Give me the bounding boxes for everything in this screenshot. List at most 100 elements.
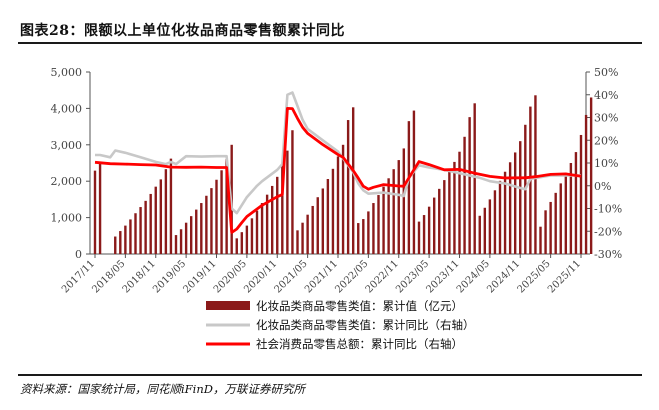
bar	[164, 169, 168, 254]
bar	[397, 160, 400, 254]
bar	[407, 121, 411, 254]
y-right-tick-label: 50%	[594, 66, 618, 79]
y-right-tick-label: -20%	[594, 225, 622, 238]
y-right-tick-label: 40%	[594, 89, 618, 102]
bar	[498, 180, 502, 254]
bar	[98, 163, 102, 254]
bar	[336, 156, 340, 254]
bar	[144, 200, 147, 254]
bar	[200, 203, 203, 254]
bar	[362, 219, 365, 254]
bar	[346, 120, 350, 254]
bar	[503, 171, 507, 254]
bar	[276, 176, 279, 254]
bar	[508, 162, 512, 254]
bar	[427, 206, 431, 254]
y-right-tick-label: 20%	[594, 134, 618, 147]
bar	[554, 192, 557, 254]
y-left-tick-label: 5,000	[51, 66, 83, 79]
bar	[331, 168, 335, 254]
bar	[195, 209, 198, 254]
bar	[169, 158, 173, 254]
bar	[579, 134, 583, 254]
bar	[321, 188, 325, 254]
bar	[316, 197, 319, 254]
bar	[493, 190, 497, 254]
bar	[448, 171, 451, 254]
y-right-tick-label: 30%	[594, 112, 618, 125]
bar	[93, 170, 97, 254]
chart-title: 图表28：限额以上单位化妆品商品零售额累计同比	[20, 23, 345, 39]
bar	[564, 173, 568, 254]
y-left-tick-label: 0	[75, 248, 82, 261]
bar	[422, 215, 426, 254]
chart-area: 5,000 4,000 3,000 2,000 1,000 0 50% 40% 30% 20% 10…	[18, 48, 642, 368]
bar	[149, 193, 152, 254]
series-line-retail-yoy	[94, 107, 582, 234]
bar	[114, 236, 117, 254]
chart-svg: 5,000 4,000 3,000 2,000 1,000 0 50% 40% 30% 20% 10…	[51, 66, 623, 351]
bar	[438, 188, 441, 254]
bar	[574, 152, 578, 254]
bar	[301, 222, 304, 254]
y-left-tick-label: 1,000	[51, 212, 83, 225]
bar	[205, 195, 208, 254]
bar	[488, 199, 492, 254]
bar	[265, 194, 269, 254]
bar	[417, 221, 421, 254]
bar	[432, 197, 436, 254]
bar	[372, 203, 375, 254]
bar	[473, 103, 476, 254]
bar	[286, 150, 289, 254]
bar	[255, 210, 259, 254]
bar	[189, 216, 193, 254]
bar	[220, 170, 223, 254]
bar	[311, 205, 314, 254]
lines-group	[94, 91, 582, 234]
bar	[270, 185, 274, 254]
bar	[250, 218, 254, 254]
bar	[402, 148, 406, 254]
y-right-tick-label: -10%	[594, 203, 622, 216]
bar	[154, 186, 157, 254]
bar	[519, 141, 522, 254]
bar	[468, 117, 471, 254]
bar	[306, 214, 309, 254]
legend-label: 化妆品类商品零售类值：累计值（亿元）	[256, 299, 463, 313]
bar	[569, 163, 573, 254]
bar	[382, 186, 385, 254]
bar	[225, 158, 228, 254]
bar	[119, 231, 122, 254]
bar	[260, 203, 264, 254]
y-right-tick-label: 0%	[594, 180, 611, 193]
bar	[281, 164, 284, 254]
bar	[483, 207, 487, 254]
bar	[235, 238, 238, 254]
bar	[367, 211, 370, 254]
bar	[539, 226, 542, 254]
legend-label: 社会消费品零售总额：累计同比（右轴）	[256, 337, 463, 351]
bar	[453, 161, 456, 254]
bar	[179, 229, 183, 254]
bar	[326, 179, 330, 254]
bar	[296, 230, 299, 254]
bar	[478, 215, 481, 254]
title-bar: 图表28：限额以上单位化妆品商品零售额累计同比	[18, 14, 642, 44]
series-line-cosmetics-yoy	[95, 91, 581, 215]
legend-label: 化妆品类商品零售类值：累计同比（右轴）	[256, 318, 475, 332]
bar	[513, 152, 517, 254]
bar	[544, 210, 547, 254]
bar	[210, 188, 213, 254]
source-note: 资料来源：国家统计局，同花顺iFinD，万联证券研究所	[20, 382, 305, 396]
bar	[392, 169, 395, 254]
bar	[377, 195, 380, 254]
bar	[184, 222, 188, 254]
source-bar: 资料来源：国家统计局，同花顺iFinD，万联证券研究所	[18, 374, 642, 396]
bar	[584, 114, 588, 255]
legend-group: 化妆品类商品零售类值：累计值（亿元） 化妆品类商品零售类值：累计同比（右轴） 社会消…	[206, 299, 475, 351]
bar	[549, 201, 552, 254]
y-left-tick-label: 2,000	[51, 175, 83, 188]
bar	[443, 180, 446, 254]
bar	[245, 225, 249, 254]
bar	[159, 179, 163, 254]
